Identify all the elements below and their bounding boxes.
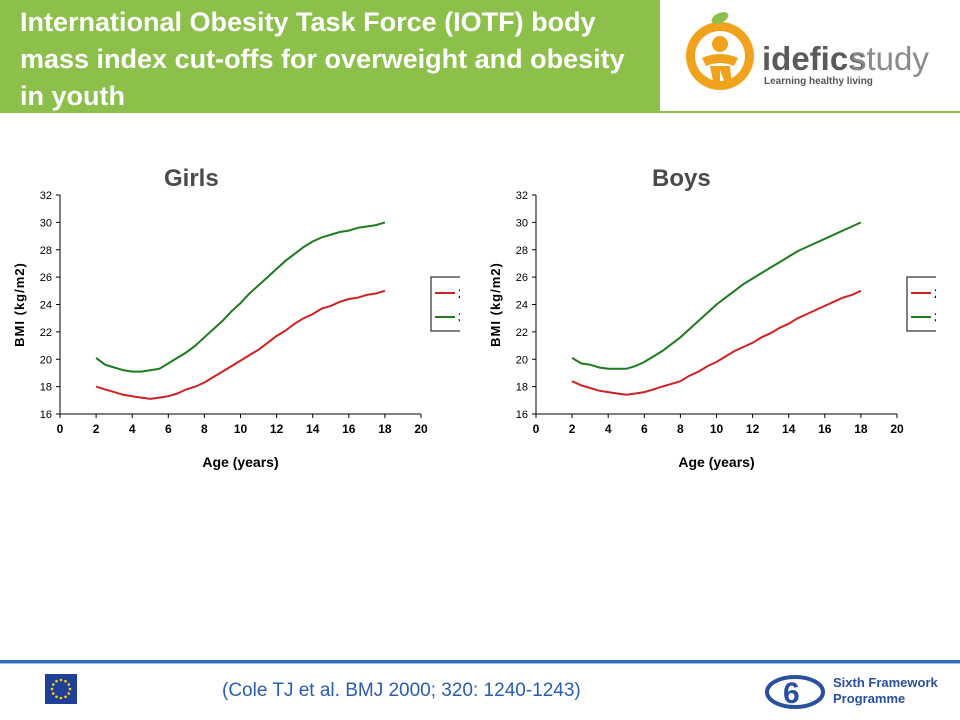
- legend-label-30: 30: [458, 309, 460, 325]
- x-tick-label: 14: [782, 422, 796, 436]
- legend-box: [906, 276, 936, 332]
- y-tick-label: 30: [40, 217, 52, 229]
- x-axis-label: Age (years): [202, 454, 278, 470]
- girls-chart-title: Girls: [164, 165, 219, 192]
- y-tick-label: 32: [516, 190, 528, 202]
- y-axis-label: BMI (kg/m2): [12, 262, 27, 347]
- x-tick-label: 20: [890, 422, 904, 436]
- x-tick-label: 16: [342, 422, 356, 436]
- x-tick-label: 6: [165, 422, 172, 436]
- series-line-25: [95, 289, 386, 400]
- footer-divider: [0, 660, 960, 663]
- y-tick-label: 30: [516, 217, 528, 229]
- x-tick-label: 0: [57, 422, 64, 436]
- y-tick-label: 20: [516, 354, 528, 366]
- idefics-logo: idefics study Learning healthy living: [680, 10, 940, 100]
- page-title: International Obesity Task Force (IOTF) …: [20, 7, 625, 111]
- legend-label-25: 25: [934, 285, 936, 301]
- y-tick-label: 28: [40, 245, 52, 257]
- x-tick-label: 12: [746, 422, 760, 436]
- x-tick-label: 16: [818, 422, 832, 436]
- legend-label-25: 25: [458, 285, 460, 301]
- y-tick-label: 24: [516, 300, 528, 312]
- legend-box: [430, 276, 460, 332]
- header-divider: [660, 111, 960, 113]
- y-axis-label: BMI (kg/m2): [488, 262, 503, 347]
- series-line-25: [571, 289, 862, 396]
- x-tick-label: 8: [677, 422, 684, 436]
- y-tick-label: 16: [40, 409, 52, 421]
- x-tick-label: 2: [569, 422, 576, 436]
- y-tick-label: 20: [40, 354, 52, 366]
- svg-text:Programme: Programme: [833, 691, 905, 706]
- series-line-30: [95, 221, 386, 373]
- boys-chart-title: Boys: [652, 165, 711, 192]
- x-axis-label: Age (years): [678, 454, 754, 470]
- citation: (Cole TJ et al. BMJ 2000; 320: 1240-1243…: [222, 680, 581, 701]
- x-tick-label: 10: [234, 422, 248, 436]
- y-tick-label: 28: [516, 245, 528, 257]
- svg-text:study: study: [850, 40, 929, 77]
- svg-text:Learning healthy living: Learning healthy living: [764, 76, 873, 87]
- y-tick-label: 26: [40, 272, 52, 284]
- sixth-framework-logo: 6 Sixth Framework Programme: [765, 675, 939, 710]
- x-tick-label: 4: [129, 422, 136, 436]
- x-tick-label: 20: [414, 422, 428, 436]
- y-tick-label: 18: [40, 382, 52, 394]
- svg-text:6: 6: [783, 677, 800, 710]
- x-tick-label: 8: [201, 422, 208, 436]
- y-tick-label: 24: [40, 300, 52, 312]
- eu-flag-icon: [45, 674, 77, 704]
- x-tick-label: 4: [605, 422, 612, 436]
- svg-text:idefics: idefics: [762, 40, 867, 77]
- series-line-30: [571, 221, 862, 370]
- y-tick-label: 26: [516, 272, 528, 284]
- y-tick-label: 22: [516, 327, 528, 339]
- fp6-swoosh-icon: [765, 675, 825, 709]
- y-tick-label: 18: [516, 382, 528, 394]
- x-tick-label: 2: [93, 422, 100, 436]
- x-tick-label: 10: [710, 422, 724, 436]
- x-tick-label: 12: [270, 422, 284, 436]
- x-tick-label: 6: [641, 422, 648, 436]
- header-banner: International Obesity Task Force (IOTF) …: [0, 0, 660, 113]
- y-tick-label: 16: [516, 409, 528, 421]
- y-tick-label: 22: [40, 327, 52, 339]
- x-tick-label: 0: [533, 422, 540, 436]
- svg-text:Sixth Framework: Sixth Framework: [833, 675, 939, 690]
- footer-divider-light: [0, 663, 960, 664]
- y-tick-label: 32: [40, 190, 52, 202]
- x-tick-label: 14: [306, 422, 320, 436]
- x-tick-label: 18: [378, 422, 392, 436]
- legend-label-30: 30: [934, 309, 936, 325]
- x-tick-label: 18: [854, 422, 868, 436]
